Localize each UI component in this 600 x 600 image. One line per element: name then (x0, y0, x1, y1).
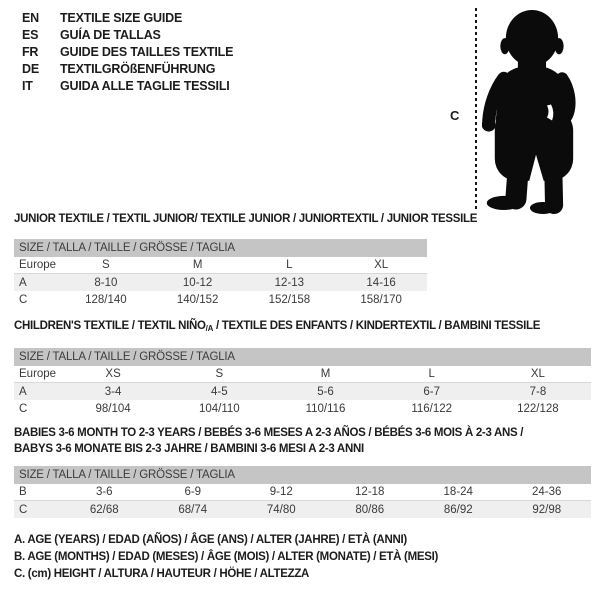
value-cell: 98/104 (95, 402, 131, 415)
lang-row-en: EN TEXTILE SIZE GUIDE (22, 9, 233, 26)
value-cell: 12-13 (274, 276, 305, 289)
lang-label: GUÍA DE TALLAS (60, 27, 161, 42)
value-cell: 7-8 (529, 385, 547, 398)
lang-label: GUIDE DES TAILLES TEXTILE (60, 44, 234, 59)
row-label: A (19, 276, 27, 289)
value-cell: 128/140 (85, 293, 127, 306)
size-cell: S (102, 259, 110, 271)
size-cell: L (286, 259, 293, 271)
size-cell: M (320, 368, 331, 380)
value-cell: 24-36 (532, 486, 562, 498)
table-row-c: C 62/68 68/74 74/80 80/86 86/92 92/98 (14, 501, 591, 518)
row-label: Europe (19, 368, 57, 380)
size-header-bar: SIZE / TALLA / TAILLE / GRÖSSE / TAGLIA (14, 239, 427, 257)
value-cell: 152/158 (268, 293, 311, 306)
value-cell: 104/110 (198, 402, 240, 415)
value-cell: 3-4 (104, 385, 122, 398)
value-cell: 4-5 (210, 385, 228, 398)
size-cell: XL (374, 259, 389, 271)
legend-line-b: B. AGE (MONTHS) / EDAD (MESES) / ÂGE (MO… (14, 551, 439, 563)
row-label: C (19, 402, 28, 415)
row-label: A (19, 385, 27, 398)
language-list: EN TEXTILE SIZE GUIDE ES GUÍA DE TALLAS … (22, 9, 233, 94)
lang-label: TEXTILGRÖßENFÜHRUNG (60, 61, 216, 76)
size-cell: M (192, 259, 203, 271)
table-row-a: A 3-4 4-5 5-6 6-7 7-8 (14, 383, 591, 400)
junior-table-title: JUNIOR TEXTILE / TEXTIL JUNIOR/ TEXTILE … (14, 213, 478, 225)
value-cell: 122/128 (517, 402, 559, 415)
table-row-c: C 98/104 104/110 110/116 116/122 122/128 (14, 400, 591, 417)
value-cell: 6-9 (184, 486, 202, 498)
lang-label: GUIDA ALLE TAGLIE TESSILI (60, 78, 230, 93)
lang-row-es: ES GUÍA DE TALLAS (22, 26, 233, 43)
lang-code: FR (22, 44, 39, 59)
value-cell: 10-12 (182, 276, 213, 289)
value-cell: 8-10 (94, 276, 118, 289)
row-label: C (19, 293, 28, 306)
row-label: C (19, 503, 28, 516)
size-cell: XS (105, 368, 121, 380)
value-cell: 62/68 (89, 503, 119, 516)
value-cell: 14-16 (366, 276, 396, 289)
table-row-a: A 8-10 10-12 12-13 14-16 (14, 274, 427, 291)
lang-row-fr: FR GUIDE DES TAILLES TEXTILE (22, 43, 233, 60)
lang-code: IT (22, 78, 33, 93)
legend-line-a: A. AGE (YEARS) / EDAD (AÑOS) / ÂGE (ANS)… (14, 534, 407, 546)
lang-code: EN (22, 10, 39, 25)
value-cell: 80/86 (355, 503, 385, 516)
junior-size-table: SIZE / TALLA / TAILLE / GRÖSSE / TAGLIA … (14, 239, 427, 308)
value-cell: 110/116 (305, 402, 346, 415)
value-cell: 9-12 (269, 486, 293, 498)
height-measure-dotted-line (475, 8, 477, 210)
measurement-legend: A. AGE (YEARS) / EDAD (AÑOS) / ÂGE (ANS)… (14, 534, 438, 585)
children-title-subscript: /A (205, 324, 214, 333)
value-cell: 68/74 (178, 503, 208, 516)
value-cell: 74/80 (266, 503, 296, 516)
value-cell: 140/152 (176, 293, 219, 306)
lang-row-de: DE TEXTILGRÖßENFÜHRUNG (22, 60, 233, 77)
value-cell: 5-6 (317, 385, 334, 398)
baby-height-figure: C (448, 5, 598, 217)
row-label: B (19, 486, 27, 498)
babies-table-title-line2: BABYS 3-6 MONATE BIS 2-3 JAHRE / BAMBINI… (14, 443, 364, 455)
children-title-prefix: CHILDREN'S TEXTILE / TEXTIL NIÑO (14, 320, 206, 332)
lang-row-it: IT GUIDA ALLE TAGLIE TESSILI (22, 77, 233, 94)
row-label: Europe (19, 259, 57, 271)
table-row-europe: Europe XS S M L XL (14, 366, 591, 383)
lang-label: TEXTILE SIZE GUIDE (60, 10, 183, 25)
figure-height-label: C (450, 108, 460, 123)
value-cell: 116/122 (411, 402, 453, 415)
children-title-suffix: / TEXTILE DES ENFANTS / KINDERTEXTIL / B… (213, 320, 541, 332)
value-cell: 3-6 (95, 486, 113, 498)
children-table-title: CHILDREN'S TEXTILE / TEXTIL NIÑO/A / TEX… (14, 320, 540, 333)
size-header-bar: SIZE / TALLA / TAILLE / GRÖSSE / TAGLIA (14, 348, 591, 366)
value-cell: 18-24 (443, 486, 473, 498)
value-cell: 92/98 (532, 503, 562, 516)
babies-size-table: SIZE / TALLA / TAILLE / GRÖSSE / TAGLIA … (14, 466, 591, 518)
value-cell: 158/170 (360, 293, 402, 306)
babies-table-title-line1: BABIES 3-6 MONTH TO 2-3 YEARS / BEBÉS 3-… (14, 427, 524, 439)
lang-code: ES (22, 27, 39, 42)
size-cell: S (215, 368, 224, 380)
table-row-c: C 128/140 140/152 152/158 158/170 (14, 291, 427, 308)
table-row-europe: Europe S M L XL (14, 257, 427, 274)
value-cell: 6-7 (423, 385, 441, 398)
legend-line-c: C. (cm) HEIGHT / ALTURA / HAUTEUR / HÖHE… (14, 568, 310, 580)
size-cell: XL (530, 368, 545, 380)
size-header-bar: SIZE / TALLA / TAILLE / GRÖSSE / TAGLIA (14, 466, 591, 484)
value-cell: 12-18 (355, 486, 385, 498)
size-cell: L (428, 368, 435, 380)
lang-code: DE (22, 61, 39, 76)
baby-silhouette-icon (482, 10, 576, 214)
table-row-b: B 3-6 6-9 9-12 12-18 18-24 24-36 (14, 484, 591, 501)
value-cell: 86/92 (443, 503, 473, 516)
children-size-table: SIZE / TALLA / TAILLE / GRÖSSE / TAGLIA … (14, 348, 591, 417)
